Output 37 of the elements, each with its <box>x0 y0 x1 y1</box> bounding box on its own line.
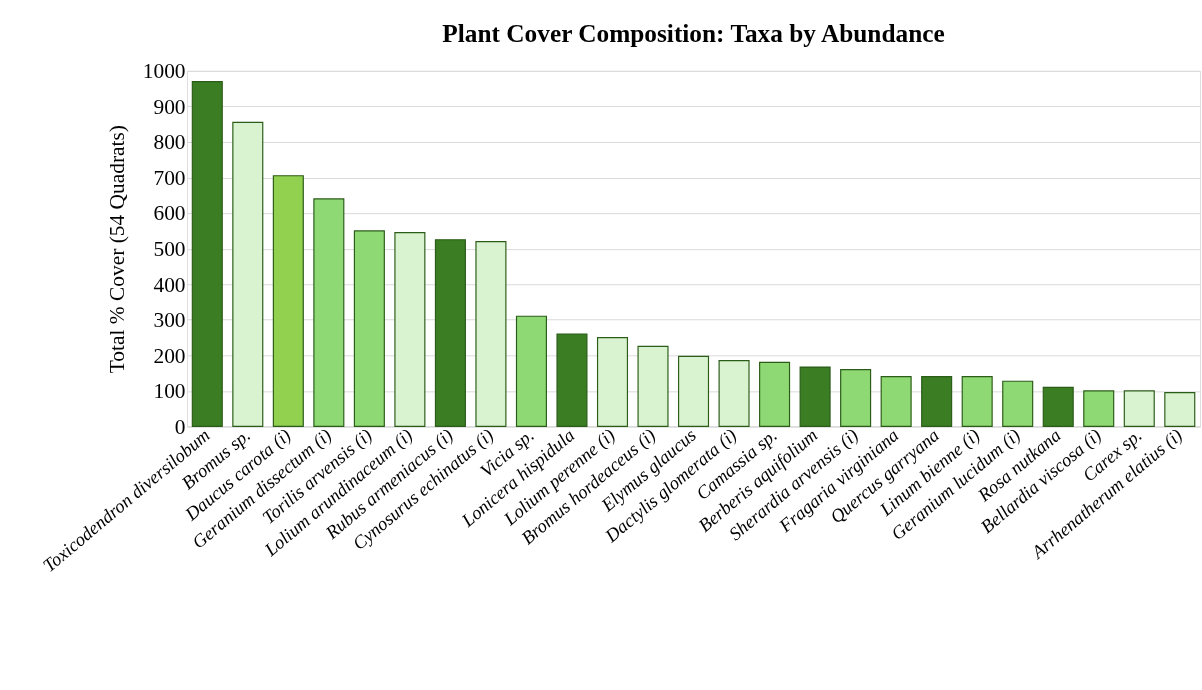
y-tick-label: 100 <box>153 379 186 404</box>
bar <box>1042 386 1074 428</box>
y-tick-label: 1000 <box>142 59 186 84</box>
y-tick-label: 500 <box>153 236 186 261</box>
bar <box>1123 390 1155 428</box>
bar <box>637 345 669 428</box>
bar <box>313 198 345 428</box>
bar <box>475 240 507 428</box>
y-tick-label: 600 <box>153 201 186 226</box>
bar <box>799 366 831 428</box>
y-tick-label: 800 <box>153 130 186 155</box>
y-tick-label: 400 <box>153 272 186 297</box>
bar <box>1002 380 1034 428</box>
bar <box>191 80 223 428</box>
bar <box>840 368 872 428</box>
bar <box>515 315 547 428</box>
bar <box>434 239 466 428</box>
y-tick-label: 200 <box>153 343 186 368</box>
bar <box>556 333 588 428</box>
bar <box>921 376 953 428</box>
bar <box>880 376 912 428</box>
y-tick-label: 700 <box>153 165 186 190</box>
bar <box>394 232 426 428</box>
bar <box>1164 392 1196 428</box>
bar <box>232 121 264 428</box>
bar <box>1083 390 1115 428</box>
bar <box>759 361 791 428</box>
y-tick-label: 300 <box>153 308 186 333</box>
bar <box>718 360 750 428</box>
y-tick-label: 900 <box>153 94 186 119</box>
bar <box>596 336 629 428</box>
chart-title: Plant Cover Composition: Taxa by Abundance <box>442 18 945 47</box>
bar <box>353 230 385 428</box>
bar <box>677 355 710 428</box>
bar <box>961 376 993 428</box>
y-axis-title: Total % Cover (54 Quadrats) <box>105 125 130 374</box>
bar <box>272 175 304 428</box>
